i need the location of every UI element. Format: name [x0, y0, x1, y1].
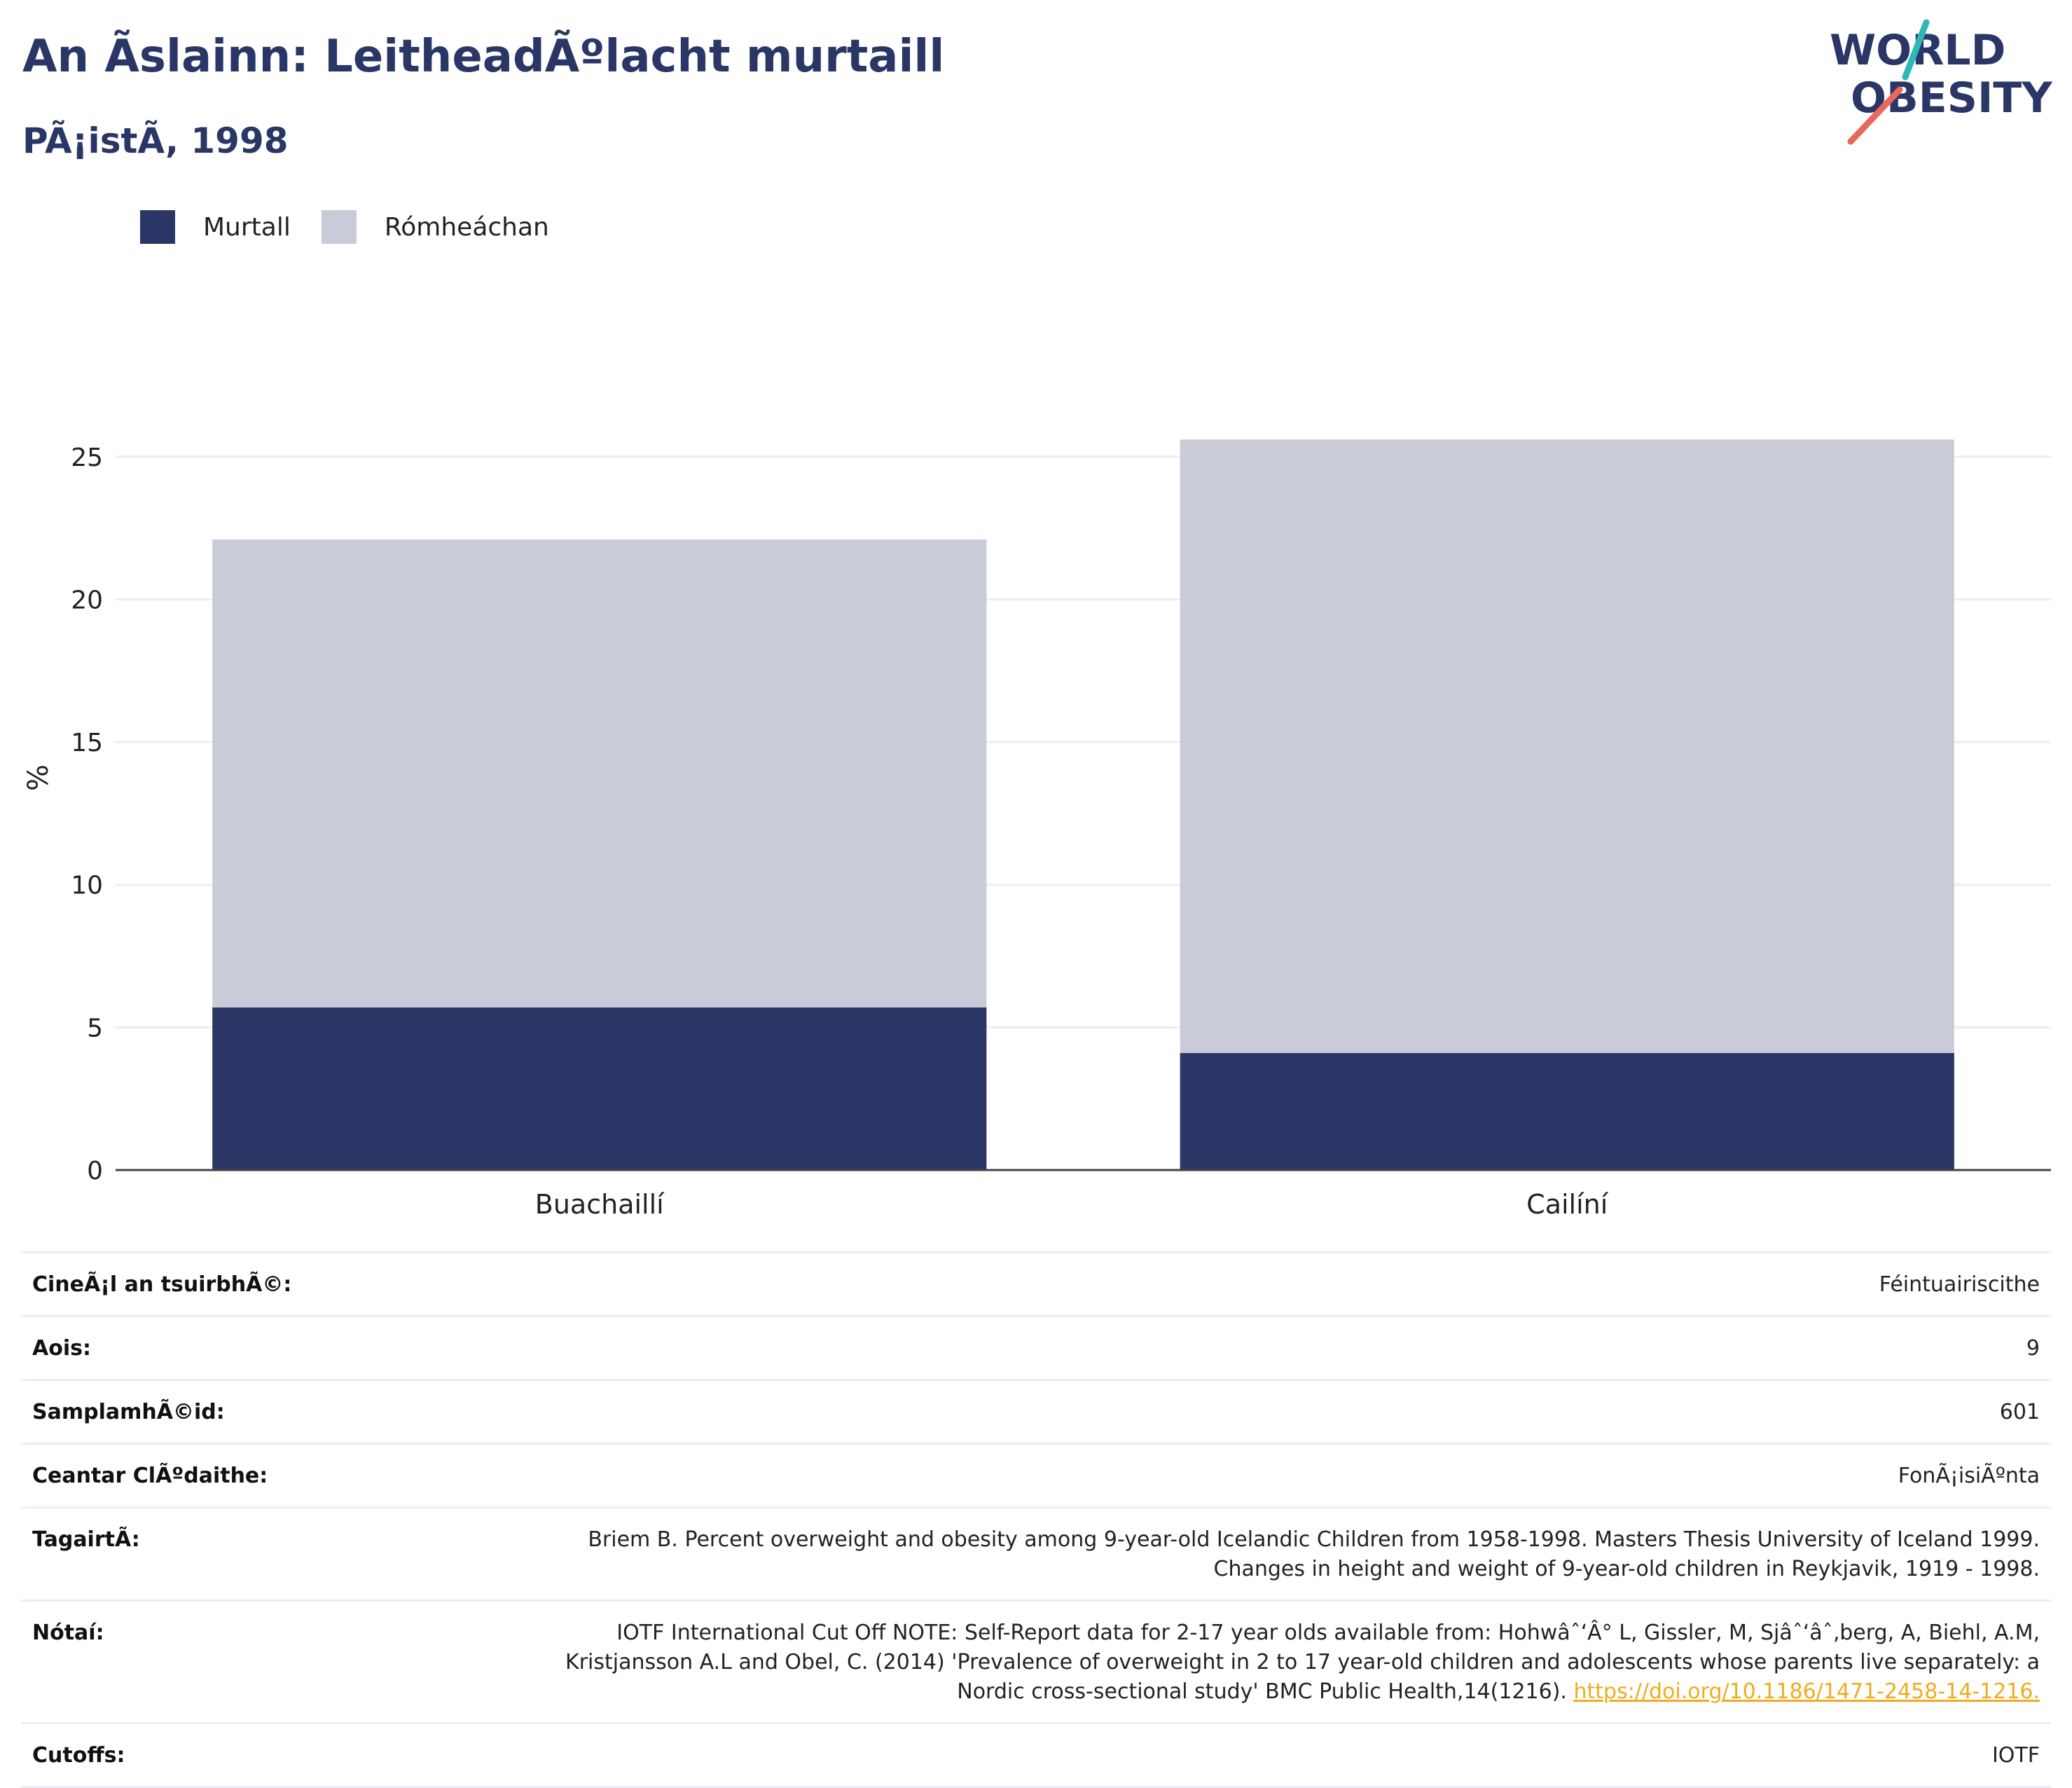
info-label-age: Aois: [32, 1336, 91, 1361]
bar-obese-1 [1180, 1053, 1954, 1170]
page-subtitle: PÃ¡istÃ, 1998 [22, 121, 289, 161]
info-table: CineÃ¡l an tsuirbhÃ©: Féintuairiscithe A… [21, 1251, 2051, 1788]
info-label-cutoffs: Cutoffs: [32, 1743, 125, 1768]
y-tick-label-0: 0 [87, 1157, 103, 1185]
notes-text: IOTF International Cut Off NOTE: Self-Re… [565, 1621, 2040, 1704]
info-value-area: FonÃ¡isiÃºnta [1898, 1464, 2040, 1488]
logo-slash-teal [1902, 19, 1930, 81]
legend-swatch-overweight [321, 210, 357, 244]
y-tick-label-4: 20 [71, 586, 103, 614]
info-label-notes: Nótaí: [32, 1621, 104, 1645]
legend-label-overweight: Rómheáchan [384, 212, 549, 242]
y-tick-label-1: 5 [87, 1014, 103, 1043]
legend-label-obese: Murtall [203, 212, 291, 242]
logo-line-2: OBESITY [1851, 74, 2053, 123]
y-tick-label-2: 10 [71, 872, 103, 900]
legend-swatch-obese [140, 210, 175, 244]
stacked-bar-chart: 0 5 10 15 20 25 Buachaillí Cailíní% [22, 439, 2051, 1219]
info-row-sample-size: SamplamhÃ©id: 601 [21, 1379, 2051, 1443]
info-value-sample-size: 601 [1999, 1400, 2040, 1424]
info-value-notes: IOTF International Cut Off NOTE: Self-Re… [555, 1618, 2040, 1707]
info-row-age: Aois: 9 [21, 1315, 2051, 1379]
y-tick-label-5: 25 [71, 443, 103, 472]
x-tick-label-0: Buachaillí [535, 1189, 665, 1219]
bar-overweight-0 [212, 539, 987, 1008]
world-obesity-logo: WORLD OBESITY [1830, 19, 2053, 145]
legend-item-overweight[interactable]: Rómheáchan [321, 210, 549, 244]
info-value-survey-type: Féintuairiscithe [1879, 1272, 2040, 1297]
doi-link[interactable]: https://doi.org/10.1186/1471-2458-14-121… [1573, 1679, 2040, 1704]
bar-obese-0 [212, 1007, 987, 1170]
info-label-sample-size: SamplamhÃ©id: [32, 1400, 225, 1424]
info-label-area: Ceantar ClÃºdaithe: [32, 1464, 268, 1488]
info-value-reference: Briem B. Percent overweight and obesity … [588, 1527, 2040, 1581]
info-row-reference: TagairtÃ: Briem B. Percent overweight an… [21, 1506, 2051, 1600]
logo-slash-red [1847, 86, 1903, 145]
info-row-cutoffs: Cutoffs: IOTF [21, 1722, 2051, 1788]
y-tick-label-3: 15 [71, 729, 103, 757]
info-row-survey-type: CineÃ¡l an tsuirbhÃ©: Féintuairiscithe [21, 1251, 2051, 1315]
chart-legend: Murtall Rómheáchan [140, 207, 580, 247]
info-row-area: Ceantar ClÃºdaithe: FonÃ¡isiÃºnta [21, 1443, 2051, 1506]
bar-overweight-1 [1180, 439, 1954, 1054]
page-title: An Ã­slainn: LeitheadÃºlacht murtaill [22, 31, 945, 83]
legend-item-obese[interactable]: Murtall [140, 210, 291, 244]
info-label-survey-type: CineÃ¡l an tsuirbhÃ©: [32, 1272, 292, 1297]
info-row-notes: Nótaí: IOTF International Cut Off NOTE: … [21, 1600, 2051, 1722]
info-value-cutoffs: IOTF [1991, 1743, 2040, 1768]
info-value-age: 9 [2026, 1336, 2040, 1361]
y-axis-title: % [22, 764, 55, 791]
info-label-reference: TagairtÃ: [32, 1527, 140, 1552]
x-tick-label-1: Cailíní [1526, 1189, 1609, 1219]
